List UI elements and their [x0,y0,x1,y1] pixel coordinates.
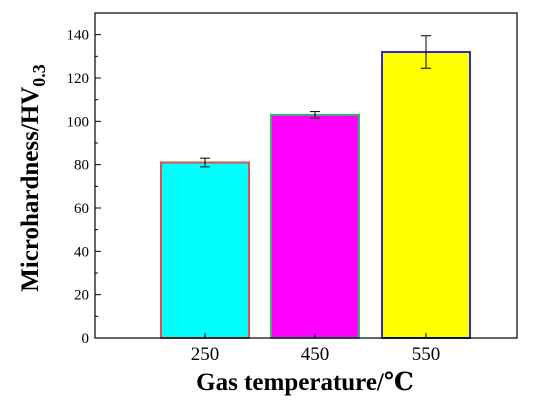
bar-250 [160,161,250,339]
bar-550 [381,51,471,339]
y-tick-label-120: 120 [67,71,90,87]
y-axis-title-subscript: 0.3 [29,64,49,87]
error-bar-250 [200,157,210,168]
bar-450 [270,113,360,340]
y-tick-label-140: 140 [67,28,90,44]
error-bar-550 [421,35,431,69]
y-axis-title-main: Microhardness/HV [17,87,44,292]
plot-frame [94,12,518,339]
bars-layer [160,35,471,340]
x-axis-title: Gas temperature/℃ [196,369,414,396]
y-tick-label-80: 80 [74,158,89,174]
ticks-layer [95,34,101,339]
x-tick-label-450: 450 [301,344,330,365]
y-tick-label-40: 40 [74,244,89,260]
x-tick-label-550: 550 [412,344,441,365]
error-bar-450 [310,111,320,119]
y-axis-title: Microhardness/HV0.3 [17,64,49,292]
x-tick-label-250: 250 [191,344,220,365]
y-tick-label-100: 100 [67,114,90,130]
y-tick-label-60: 60 [74,201,89,217]
y-tick-label-0: 0 [82,331,90,347]
y-tick-label-20: 20 [74,288,89,304]
